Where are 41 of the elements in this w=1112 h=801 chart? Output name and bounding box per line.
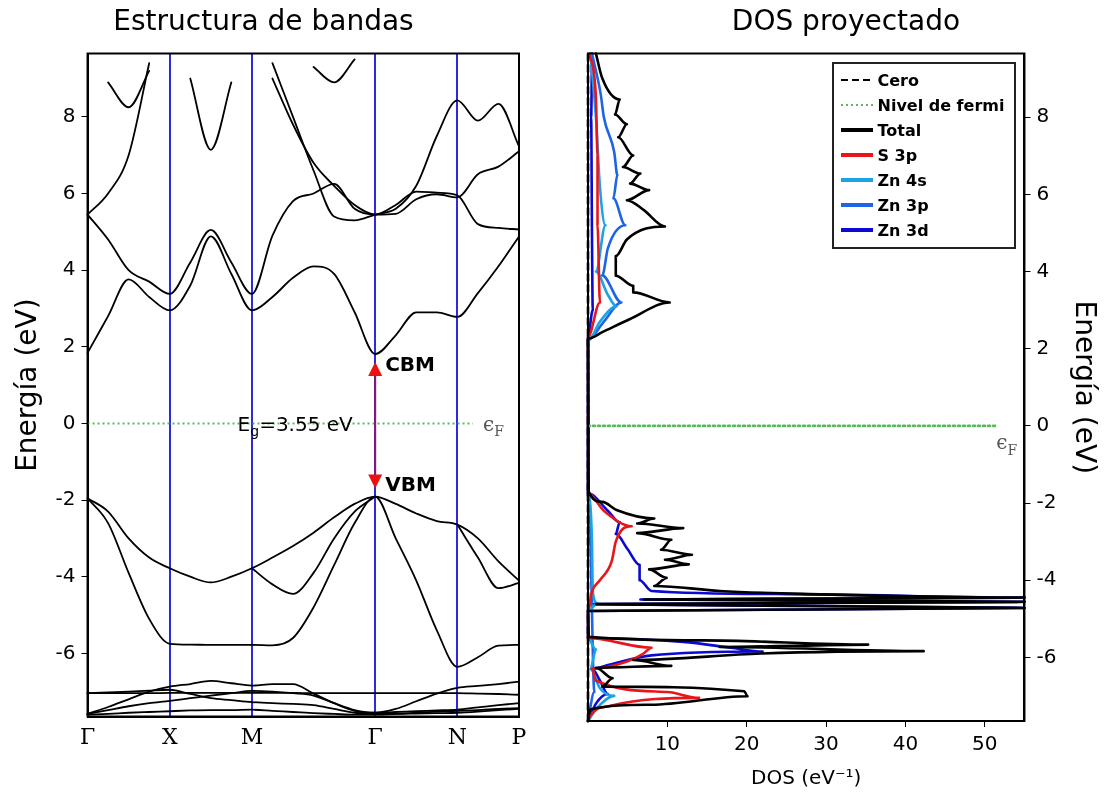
legend-label: Zn 3p — [877, 195, 929, 215]
y-tick-label: -6 — [1036, 643, 1057, 668]
x-tick-label: 10 — [654, 731, 681, 756]
y-tick-label: -6 — [55, 639, 76, 664]
legend-label: Cero — [877, 70, 919, 90]
y-tick-label: 2 — [1036, 334, 1050, 359]
y-tick-label: -4 — [55, 562, 76, 587]
y-tick-label: -2 — [55, 486, 76, 511]
legend-label: Nivel de fermi — [877, 95, 1005, 115]
annotation: CBM — [385, 352, 436, 377]
y-tick-label: 8 — [62, 103, 76, 128]
legend-label: Total — [877, 120, 922, 140]
y-tick-label: 6 — [1036, 180, 1050, 205]
x-tick-label: 20 — [733, 731, 760, 756]
x-tick-label: 30 — [813, 731, 839, 756]
x-tick-label: Γ — [79, 723, 96, 749]
x-tick-label: P — [511, 723, 527, 749]
y-tick-label: -4 — [1036, 566, 1057, 591]
legend-label: S 3p — [877, 145, 918, 165]
y-tick-label: 0 — [62, 409, 76, 434]
x-axis-title: DOS (eV⁻¹) — [751, 765, 862, 790]
y-axis-title: Energía (eV) — [1068, 300, 1102, 475]
y-tick-label: 0 — [1036, 412, 1050, 437]
x-tick-label: 40 — [892, 731, 919, 756]
y-tick-label: 4 — [1036, 257, 1050, 282]
y-tick-label: 8 — [1036, 103, 1050, 128]
y-tick-label: 4 — [62, 256, 76, 281]
legend-label: Zn 4s — [877, 170, 927, 190]
x-tick-label: M — [240, 723, 264, 749]
x-tick-label: 50 — [972, 731, 998, 756]
y-tick-label: -2 — [1036, 489, 1057, 514]
chart-title: DOS proyectado — [731, 4, 961, 38]
y-axis-title: Energía (eV) — [10, 298, 44, 472]
x-tick-label: N — [447, 723, 467, 749]
y-tick-label: 6 — [62, 179, 76, 204]
annotation: VBM — [385, 471, 436, 496]
x-tick-label: Γ — [367, 723, 383, 749]
y-tick-label: 2 — [62, 332, 76, 357]
chart-title: Estructura de bandas — [113, 4, 414, 38]
legend-label: Zn 3d — [877, 220, 929, 240]
x-tick-label: X — [161, 723, 178, 749]
